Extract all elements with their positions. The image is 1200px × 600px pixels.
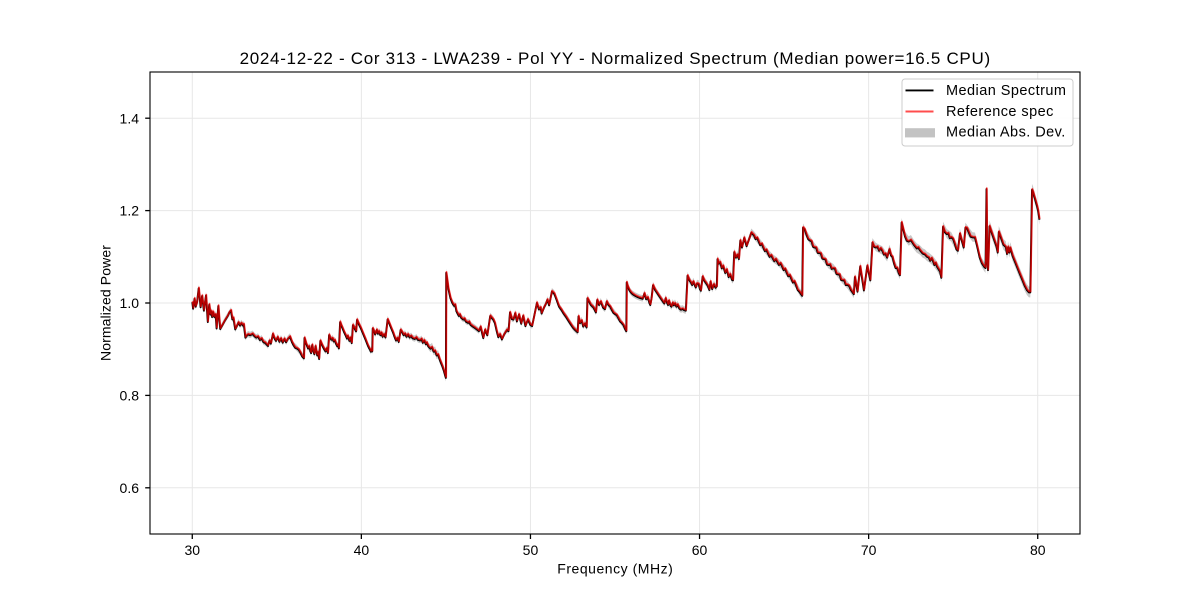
svg-text:1.4: 1.4: [120, 110, 140, 126]
svg-text:0.6: 0.6: [120, 480, 140, 496]
svg-text:Reference spec: Reference spec: [946, 104, 1054, 120]
svg-text:1.2: 1.2: [120, 203, 140, 219]
svg-text:60: 60: [692, 542, 708, 558]
svg-text:Frequency (MHz): Frequency (MHz): [557, 560, 673, 576]
svg-text:Normalized Power: Normalized Power: [98, 245, 114, 361]
svg-text:50: 50: [523, 542, 539, 558]
svg-text:Median Abs. Dev.: Median Abs. Dev.: [946, 125, 1066, 141]
svg-text:80: 80: [1030, 542, 1046, 558]
svg-text:70: 70: [861, 542, 877, 558]
svg-text:0.8: 0.8: [120, 388, 140, 404]
svg-text:1.0: 1.0: [120, 295, 140, 311]
svg-text:2024-12-22 - Cor 313 - LWA239: 2024-12-22 - Cor 313 - LWA239 - Pol YY -…: [240, 49, 991, 68]
svg-text:40: 40: [354, 542, 370, 558]
svg-text:Median Spectrum: Median Spectrum: [946, 83, 1066, 99]
svg-text:30: 30: [184, 542, 200, 558]
